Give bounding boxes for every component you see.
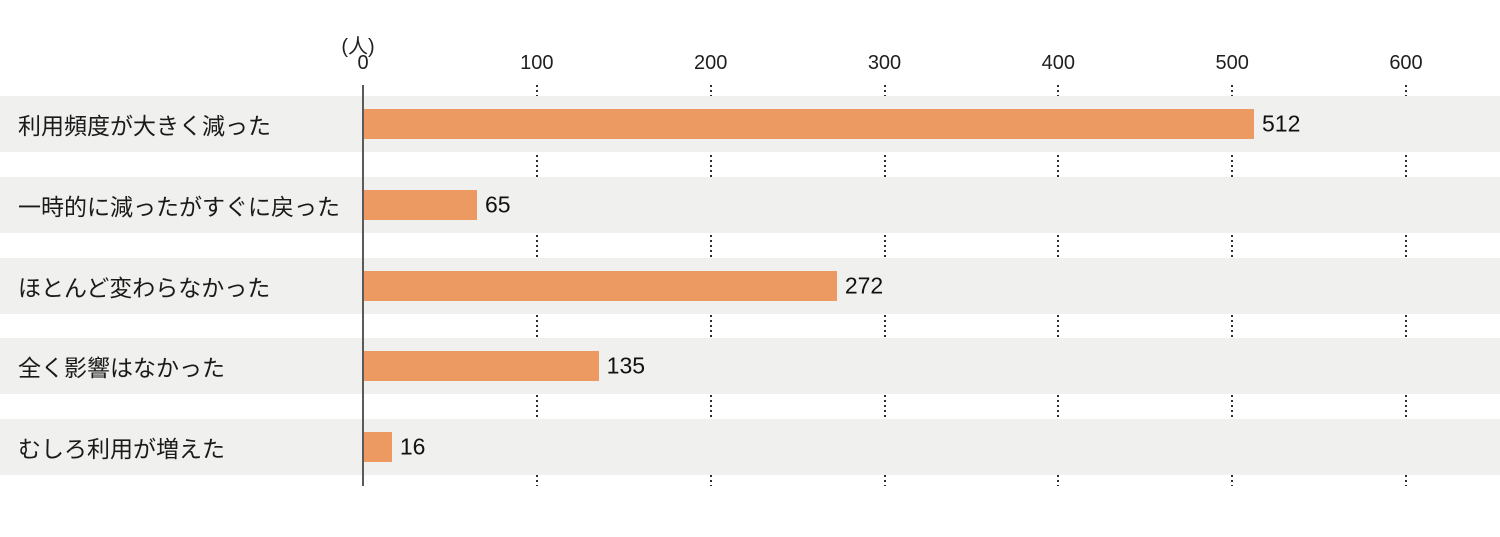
row-background <box>0 176 1500 233</box>
row-background <box>0 419 1500 476</box>
bar <box>364 351 599 382</box>
x-axis-tick-label: 100 <box>520 52 554 74</box>
axis-unit-label: (人) <box>341 36 375 58</box>
category-row: ほとんど変わらなかった <box>0 257 1500 314</box>
value-label: 135 <box>606 352 646 379</box>
value-label: 16 <box>399 433 426 460</box>
x-axis-tick-label: 600 <box>1389 52 1423 74</box>
x-axis-tick-label: 200 <box>693 52 728 74</box>
x-axis-tick-label: 400 <box>1041 52 1076 74</box>
bar <box>364 109 1255 139</box>
category-label: ほとんど変わらなかった <box>18 274 271 301</box>
value-label: 512 <box>1262 110 1301 137</box>
category-row: 全く影響はなかった <box>0 338 1500 395</box>
x-axis-tick-label: 300 <box>867 52 902 74</box>
category-row: 一時的に減ったがすぐに戻った <box>0 176 1500 233</box>
x-axis-tick-label: 500 <box>1215 52 1249 74</box>
bar <box>364 432 392 463</box>
bar <box>364 189 477 220</box>
category-label: むしろ利用が増えた <box>18 436 225 463</box>
category-row: むしろ利用が増えた <box>0 419 1500 476</box>
category-label: 利用頻度が大きく減った <box>18 113 271 139</box>
value-label: 272 <box>844 272 884 299</box>
y-axis-line <box>362 85 364 486</box>
category-label: 一時的に減ったがすぐに戻った <box>18 193 340 220</box>
row-background <box>0 338 1500 395</box>
x-axis-tick-label: 0 <box>357 52 369 74</box>
category-label: 全く影響はなかった <box>18 355 225 382</box>
bar <box>364 270 837 301</box>
value-label: 65 <box>484 191 511 218</box>
